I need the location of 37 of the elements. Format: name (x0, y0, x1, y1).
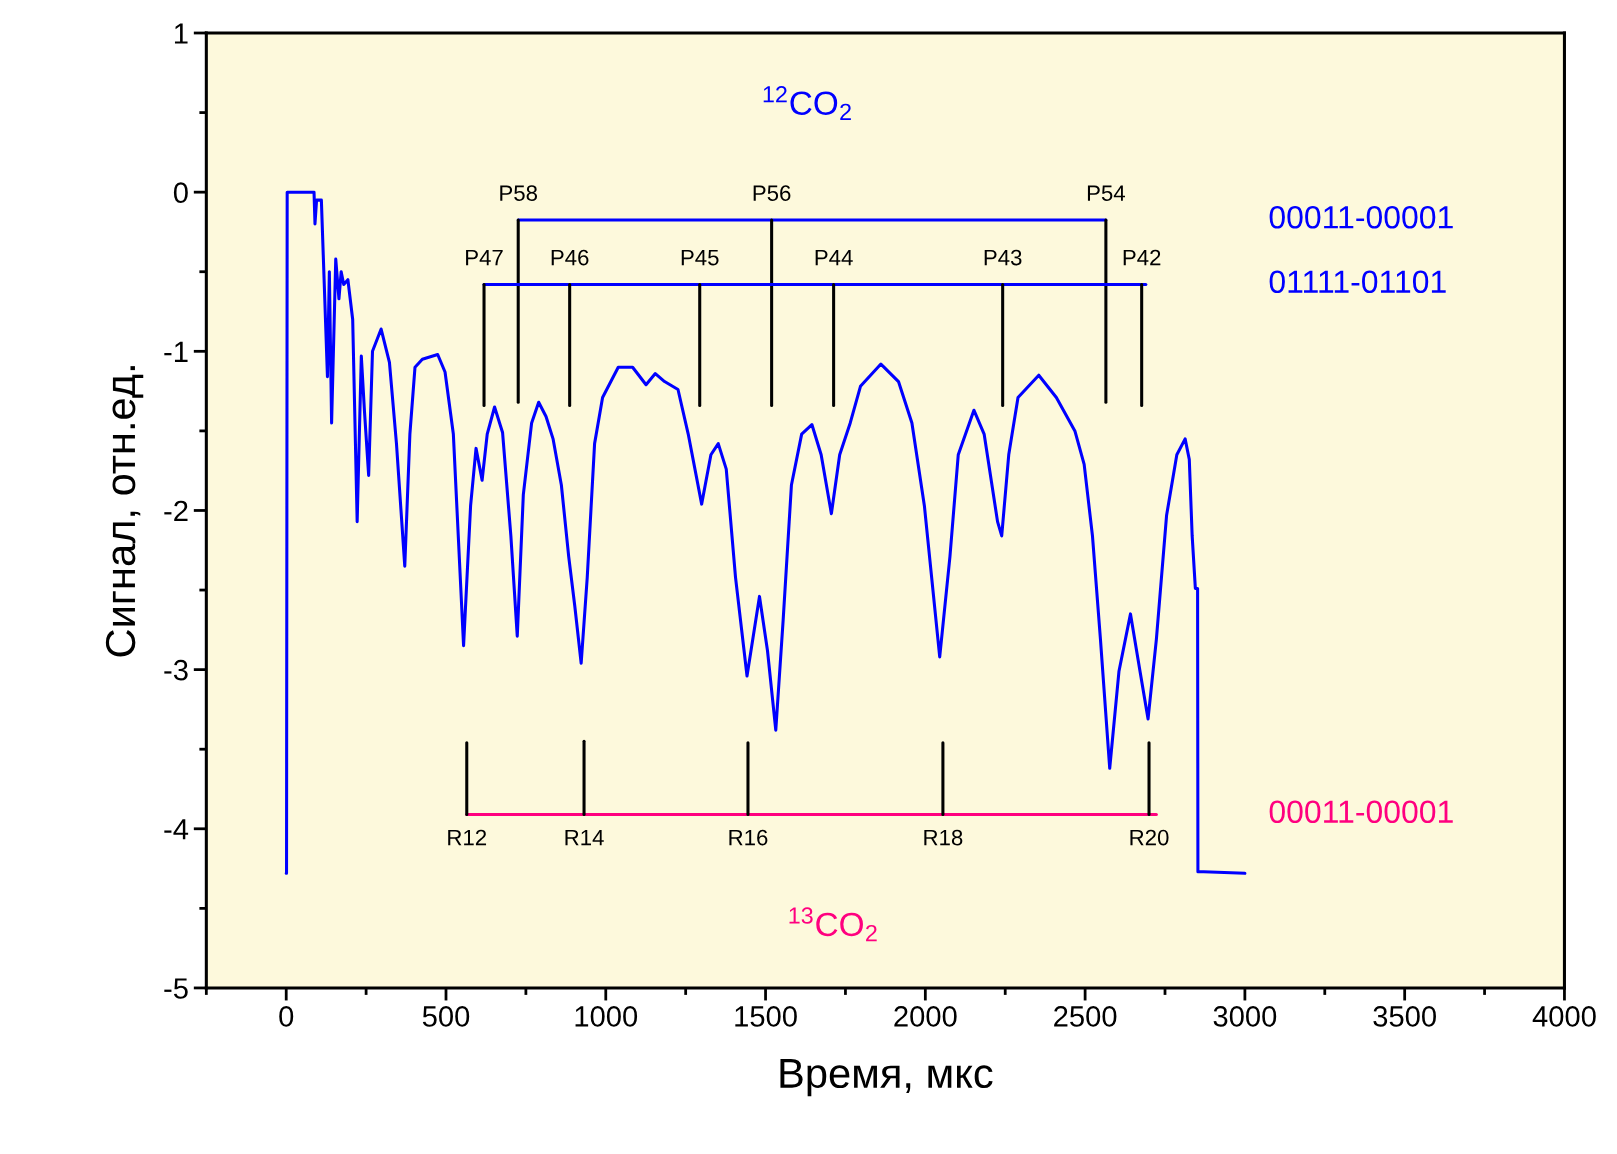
y-tick-label: 0 (173, 182, 188, 204)
x-tick-label: 4000 (1532, 1006, 1596, 1027)
annotation: R16 (729, 829, 768, 846)
y-tick-label: -4 (164, 819, 189, 840)
x-tick-label: 2000 (894, 1006, 957, 1027)
annotation: P44 (815, 249, 853, 266)
y-tick-label: -3 (164, 659, 188, 681)
x-tick-label: 3000 (1213, 1006, 1277, 1027)
annotation: $^{13}$CO$_{2}$ (789, 907, 877, 942)
annotation: P47 (466, 249, 503, 266)
x-axis-title: Время, мкс (780, 1059, 993, 1097)
annotation: R14 (565, 829, 604, 846)
x-tick-label: 500 (422, 1006, 470, 1027)
annotation: P54 (1087, 185, 1125, 201)
text: 00011-00001 (1269, 205, 1453, 229)
x-tick-label: 1000 (575, 1006, 638, 1027)
text: 00011-00001 (1269, 800, 1453, 824)
annotation: P46 (551, 249, 589, 266)
x-tick-label: 1500 (735, 1006, 797, 1027)
annotation: P45 (681, 249, 719, 266)
annotation: $^{12}$CO$_{2}$ (763, 86, 851, 120)
x-tick-label: 3500 (1373, 1006, 1436, 1027)
text: 01111-01101 (1269, 270, 1446, 294)
annotation: R18 (924, 829, 963, 846)
annotation: P42 (1123, 249, 1161, 266)
annotation: P58 (500, 185, 538, 201)
y-axis-title: Сигнал, отн.ед. (105, 366, 144, 657)
y-tick-label: -1 (164, 341, 188, 362)
y-tick-label: 1 (174, 23, 188, 44)
annotation: P56 (753, 185, 791, 201)
annotation: P43 (984, 249, 1022, 266)
x-tick-label: 0 (279, 1006, 294, 1027)
y-tick-label: -5 (164, 978, 188, 999)
y-tick-label: -2 (164, 500, 188, 522)
annotation: R12 (448, 829, 487, 846)
annotation: R20 (1130, 829, 1169, 846)
x-tick-label: 2500 (1054, 1006, 1117, 1027)
